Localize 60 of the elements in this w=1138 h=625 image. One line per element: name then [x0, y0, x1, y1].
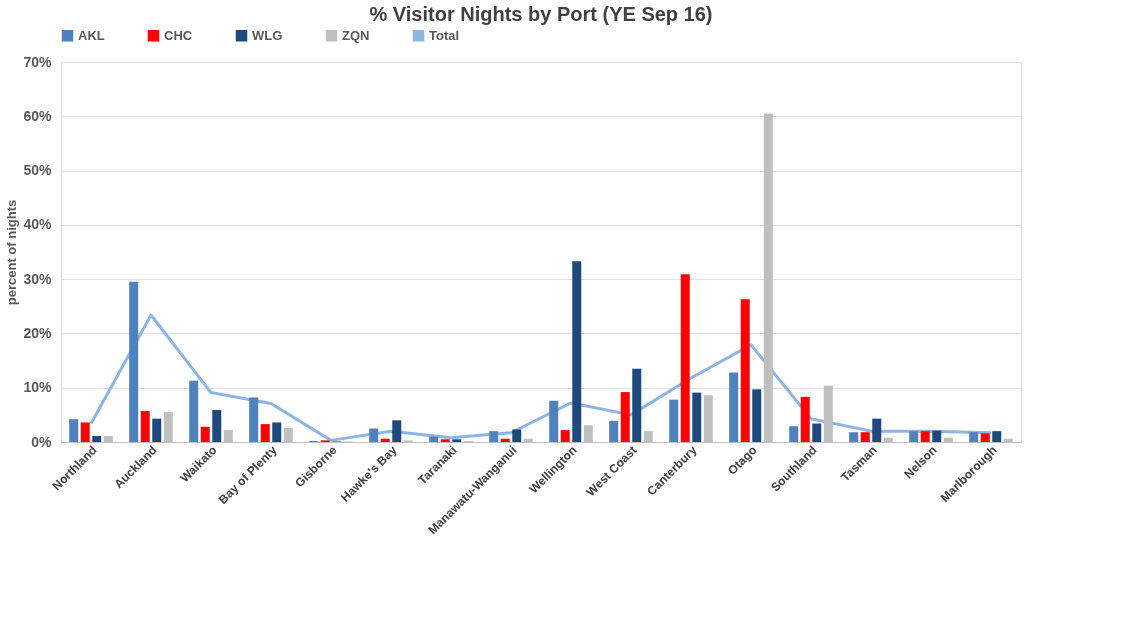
legend-label: Total: [429, 27, 460, 43]
bar: [560, 430, 570, 442]
bar: [512, 429, 522, 442]
bar: [920, 431, 930, 442]
bar: [872, 418, 882, 442]
bar: [740, 299, 750, 442]
bar: [800, 396, 810, 442]
bar: [200, 426, 210, 442]
y-axis-title: percent of nights: [4, 199, 20, 306]
bar: [392, 420, 402, 442]
bar: [980, 433, 990, 442]
bar: [620, 392, 630, 442]
bar: [212, 409, 222, 442]
y-tick-label: 50%: [23, 162, 53, 179]
bar: [92, 436, 102, 442]
y-tick-label: 40%: [23, 216, 53, 233]
legend-label: WLG: [252, 27, 283, 43]
bar: [669, 399, 679, 442]
bar: [380, 438, 390, 442]
bar: [609, 420, 619, 442]
legend-label: CHC: [164, 27, 193, 43]
bar: [969, 432, 979, 442]
bar: [549, 400, 559, 442]
bar: [369, 428, 379, 442]
bar: [632, 368, 642, 442]
bar: [129, 281, 139, 442]
y-tick-label: 60%: [23, 107, 53, 124]
bar: [489, 431, 499, 442]
bar: [692, 392, 702, 442]
y-tick-label: 70%: [23, 53, 53, 70]
bar: [909, 431, 919, 442]
bar: [860, 432, 870, 442]
y-tick-label: 30%: [23, 270, 53, 287]
bar: [69, 419, 79, 442]
bar: [189, 380, 199, 442]
bar: [500, 438, 510, 442]
bar: [729, 372, 739, 442]
y-tick-label: 20%: [23, 324, 53, 341]
chart-title: % Visitor Nights by Port (YE Sep 16): [369, 3, 713, 25]
bar: [572, 261, 582, 442]
bar: [140, 411, 150, 442]
bar: [680, 274, 690, 442]
legend-label: ZQN: [342, 27, 370, 43]
bar: [272, 422, 282, 442]
bar: [812, 423, 822, 442]
bar: [152, 418, 162, 442]
bar: [932, 430, 942, 442]
bar: [849, 432, 859, 442]
bar: [752, 389, 762, 442]
y-tick-label: 10%: [23, 379, 53, 396]
bar: [80, 422, 90, 442]
bar: [440, 439, 450, 442]
y-tick-label: 0%: [31, 433, 53, 450]
bar: [992, 431, 1002, 442]
bar: [452, 439, 462, 442]
bar: [260, 424, 270, 442]
legend-label: AKL: [78, 27, 105, 43]
bar: [789, 426, 799, 442]
bar: [429, 436, 439, 442]
bar: [249, 397, 259, 442]
